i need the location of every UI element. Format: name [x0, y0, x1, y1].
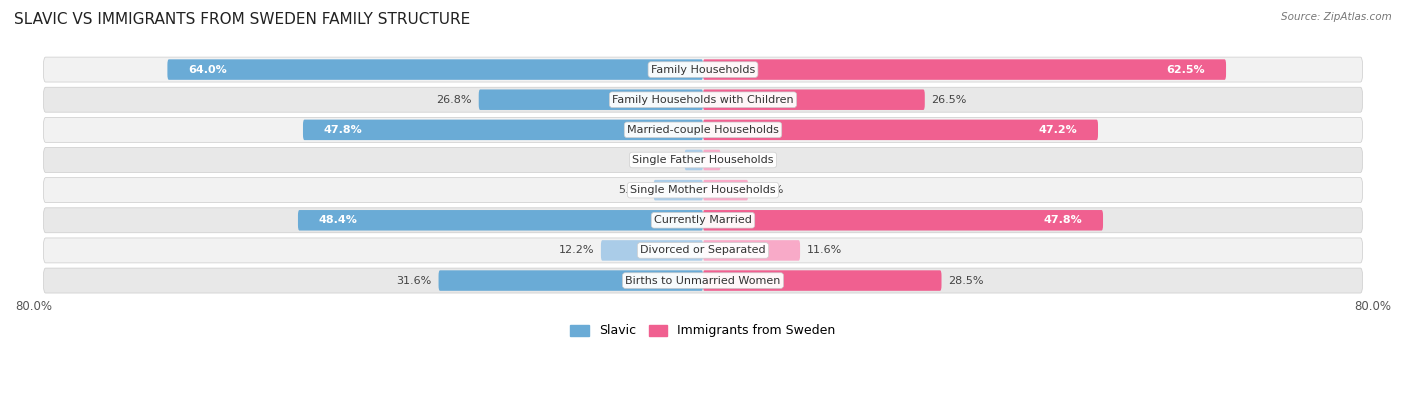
- FancyBboxPatch shape: [44, 238, 1362, 263]
- Text: 62.5%: 62.5%: [1167, 64, 1205, 75]
- FancyBboxPatch shape: [703, 89, 925, 110]
- Text: 31.6%: 31.6%: [396, 276, 432, 286]
- Text: 26.5%: 26.5%: [931, 95, 967, 105]
- FancyBboxPatch shape: [685, 150, 703, 170]
- FancyBboxPatch shape: [703, 150, 720, 170]
- FancyBboxPatch shape: [600, 240, 703, 261]
- Text: Family Households with Children: Family Households with Children: [612, 95, 794, 105]
- Text: Currently Married: Currently Married: [654, 215, 752, 225]
- Text: SLAVIC VS IMMIGRANTS FROM SWEDEN FAMILY STRUCTURE: SLAVIC VS IMMIGRANTS FROM SWEDEN FAMILY …: [14, 12, 471, 27]
- FancyBboxPatch shape: [44, 147, 1362, 173]
- FancyBboxPatch shape: [439, 270, 703, 291]
- Text: 12.2%: 12.2%: [558, 245, 595, 256]
- FancyBboxPatch shape: [478, 89, 703, 110]
- FancyBboxPatch shape: [167, 59, 703, 80]
- Text: Source: ZipAtlas.com: Source: ZipAtlas.com: [1281, 12, 1392, 22]
- Text: 47.8%: 47.8%: [1043, 215, 1083, 225]
- Text: 2.2%: 2.2%: [650, 155, 678, 165]
- Text: 64.0%: 64.0%: [188, 64, 228, 75]
- Text: 28.5%: 28.5%: [948, 276, 984, 286]
- FancyBboxPatch shape: [703, 210, 1104, 231]
- FancyBboxPatch shape: [703, 270, 942, 291]
- Text: Single Mother Households: Single Mother Households: [630, 185, 776, 195]
- Text: Single Father Households: Single Father Households: [633, 155, 773, 165]
- FancyBboxPatch shape: [44, 208, 1362, 233]
- Text: Divorced or Separated: Divorced or Separated: [640, 245, 766, 256]
- FancyBboxPatch shape: [302, 120, 703, 140]
- Text: 47.2%: 47.2%: [1039, 125, 1077, 135]
- FancyBboxPatch shape: [703, 120, 1098, 140]
- FancyBboxPatch shape: [44, 268, 1362, 293]
- FancyBboxPatch shape: [44, 57, 1362, 82]
- Text: 5.9%: 5.9%: [619, 185, 647, 195]
- FancyBboxPatch shape: [654, 180, 703, 200]
- FancyBboxPatch shape: [703, 240, 800, 261]
- FancyBboxPatch shape: [44, 178, 1362, 203]
- Text: 5.4%: 5.4%: [755, 185, 783, 195]
- FancyBboxPatch shape: [703, 59, 1226, 80]
- FancyBboxPatch shape: [44, 117, 1362, 142]
- Text: Married-couple Households: Married-couple Households: [627, 125, 779, 135]
- FancyBboxPatch shape: [298, 210, 703, 231]
- FancyBboxPatch shape: [44, 87, 1362, 112]
- Text: 26.8%: 26.8%: [436, 95, 472, 105]
- Text: 48.4%: 48.4%: [319, 215, 357, 225]
- FancyBboxPatch shape: [703, 180, 748, 200]
- Legend: Slavic, Immigrants from Sweden: Slavic, Immigrants from Sweden: [565, 320, 841, 342]
- Text: 2.1%: 2.1%: [727, 155, 755, 165]
- Text: Family Households: Family Households: [651, 64, 755, 75]
- Text: 47.8%: 47.8%: [323, 125, 363, 135]
- Text: Births to Unmarried Women: Births to Unmarried Women: [626, 276, 780, 286]
- Text: 11.6%: 11.6%: [807, 245, 842, 256]
